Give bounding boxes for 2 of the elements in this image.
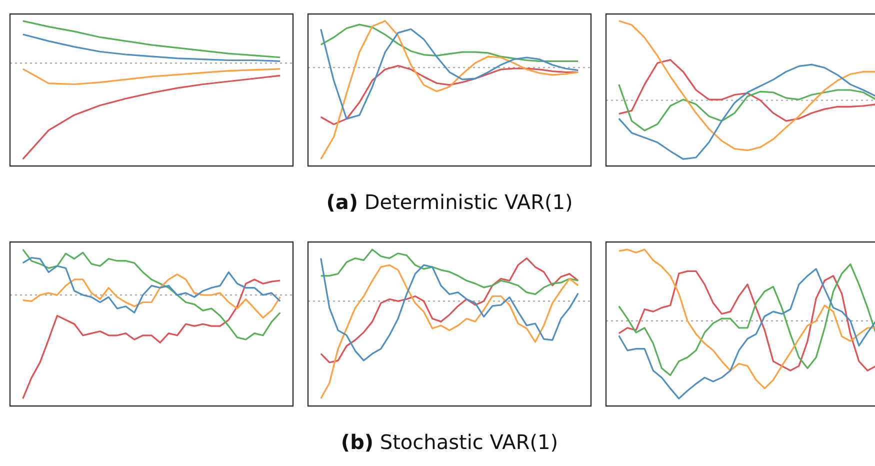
x-axis-title: (a) Deterministic VAR(1) (325, 190, 574, 214)
x-axis-title: (b) Stochastic VAR(1) (340, 430, 560, 454)
